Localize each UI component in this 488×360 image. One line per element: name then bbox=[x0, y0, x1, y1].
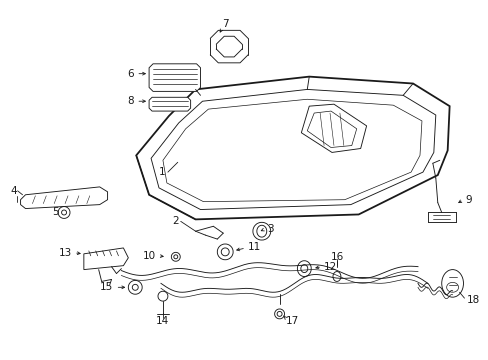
Text: 7: 7 bbox=[222, 19, 228, 30]
Polygon shape bbox=[149, 97, 190, 111]
Polygon shape bbox=[83, 248, 128, 270]
Text: 18: 18 bbox=[466, 295, 479, 305]
Polygon shape bbox=[149, 64, 200, 91]
Text: 15: 15 bbox=[100, 282, 113, 292]
Text: 5: 5 bbox=[52, 207, 59, 216]
Text: 10: 10 bbox=[142, 251, 156, 261]
Polygon shape bbox=[20, 187, 107, 208]
Text: 17: 17 bbox=[285, 316, 298, 326]
Text: 8: 8 bbox=[127, 96, 134, 106]
Text: 12: 12 bbox=[324, 262, 337, 272]
Text: 2: 2 bbox=[172, 216, 179, 226]
Text: 1: 1 bbox=[159, 167, 165, 177]
Text: 9: 9 bbox=[465, 195, 471, 205]
Text: 4: 4 bbox=[10, 186, 17, 196]
Text: 14: 14 bbox=[156, 316, 169, 326]
Text: 6: 6 bbox=[127, 69, 134, 79]
Text: 13: 13 bbox=[59, 248, 72, 258]
Text: 3: 3 bbox=[266, 224, 273, 234]
Text: 16: 16 bbox=[329, 252, 343, 262]
Text: 11: 11 bbox=[247, 242, 261, 252]
